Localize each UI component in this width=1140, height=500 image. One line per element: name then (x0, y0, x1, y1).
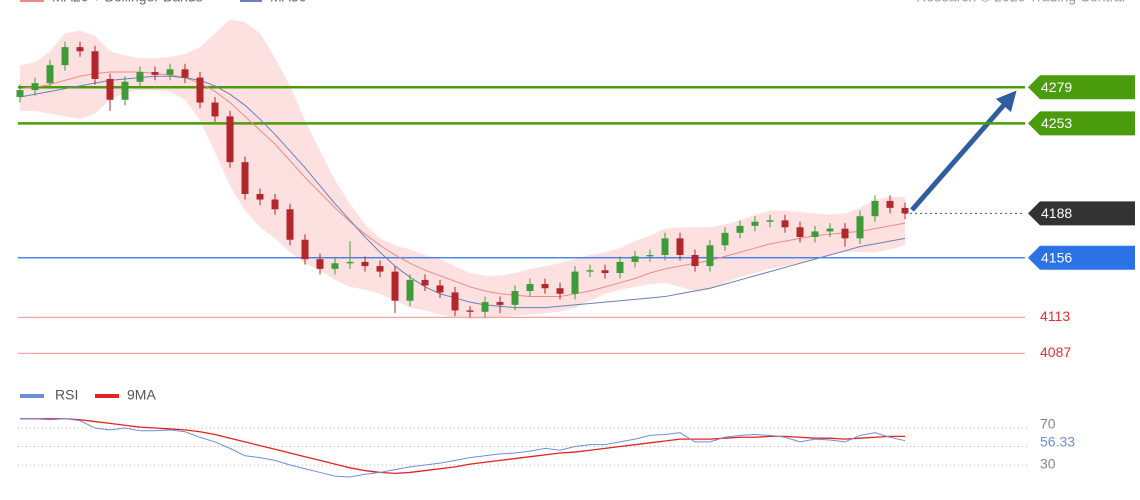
legend-label: MA50 (270, 0, 307, 5)
candle-body (811, 231, 819, 237)
candle-body (271, 199, 279, 210)
candle-body (586, 270, 594, 272)
candle-body (226, 116, 234, 163)
candle-body (721, 232, 729, 246)
candle-body (886, 200, 894, 208)
legend-label: MA20 + Bollinger Bands (52, 0, 203, 5)
candle-body (901, 207, 909, 214)
candle-body (841, 228, 849, 239)
legend-label: RSI (55, 387, 78, 403)
candle-body (196, 77, 204, 103)
candle-body (121, 81, 129, 100)
candle-body (676, 238, 684, 255)
candle-body (796, 227, 804, 237)
bollinger-band (20, 19, 905, 319)
candle-body (91, 51, 99, 79)
legend-label: 9MA (127, 387, 156, 403)
candle-body (346, 261, 354, 264)
candle-body (571, 271, 579, 294)
level-tag (1028, 245, 1135, 270)
candle-body (556, 288, 564, 294)
candle-body (526, 284, 534, 292)
candle-body (166, 69, 174, 75)
candle-body (601, 270, 609, 273)
candle-body (151, 72, 159, 75)
level-tag (1028, 201, 1135, 226)
candle-body (781, 220, 789, 228)
candle-body (646, 254, 654, 257)
candle-body (751, 221, 759, 226)
candle-body (631, 256, 639, 262)
candle-body (541, 284, 549, 289)
candle-body (61, 47, 69, 66)
candle-body (46, 65, 54, 84)
candle-body (481, 302, 489, 312)
candle-body (256, 194, 264, 200)
candle-body (871, 200, 879, 217)
candle-body (856, 216, 864, 239)
level-label: 4188 (1041, 205, 1072, 221)
y-tick-label: 30 (1040, 456, 1056, 472)
ma50-line (19, 75, 906, 309)
candle-body (766, 220, 774, 222)
level-tag (1028, 75, 1135, 100)
candle-body (106, 78, 114, 100)
rsi-value-label: 56.33 (1040, 433, 1075, 449)
level-label: 4113 (1040, 308, 1070, 324)
candle-body (511, 291, 519, 305)
rsi-line (20, 418, 906, 478)
candle-body (286, 209, 294, 240)
level-tag (1028, 111, 1135, 136)
candle-body (16, 90, 24, 98)
candle-body (406, 279, 414, 301)
candle-body (496, 302, 504, 305)
candle-body (451, 292, 459, 311)
y-tick-label: 70 (1040, 416, 1056, 432)
candle-body (31, 83, 39, 91)
candle-body (361, 261, 369, 267)
candle-body (421, 279, 429, 286)
level-label: 4156 (1041, 249, 1072, 265)
source-label: Research © 2020 Trading Central (916, 0, 1125, 5)
candle-body (241, 162, 249, 195)
candle-body (616, 261, 624, 273)
candle-body (376, 266, 384, 272)
candle-body (736, 225, 744, 233)
candle-body (691, 254, 699, 267)
forecast-arrow (910, 90, 1017, 212)
candle-body (136, 72, 144, 82)
candle-body (661, 238, 669, 255)
candle-body (301, 239, 309, 260)
candle-body (826, 228, 834, 232)
candle-body (436, 285, 444, 293)
rsi-ma-line (20, 418, 905, 475)
candle-body (316, 259, 324, 269)
candle-body (391, 271, 399, 301)
candle-body (466, 310, 474, 312)
candle-body (211, 102, 219, 117)
candle-body (331, 263, 339, 269)
level-label: 4279 (1041, 79, 1072, 95)
level-label: 4253 (1041, 115, 1072, 131)
level-label: 4087 (1040, 344, 1071, 360)
candle-body (181, 69, 189, 78)
candle-body (706, 245, 714, 267)
candle-body (76, 47, 84, 52)
